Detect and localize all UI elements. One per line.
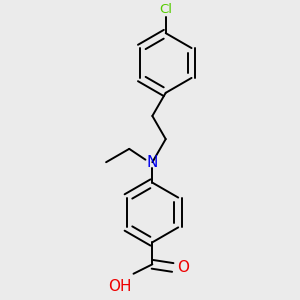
Text: Cl: Cl — [159, 4, 172, 16]
Text: OH: OH — [108, 279, 132, 294]
Text: O: O — [177, 260, 189, 275]
Text: N: N — [147, 155, 158, 170]
